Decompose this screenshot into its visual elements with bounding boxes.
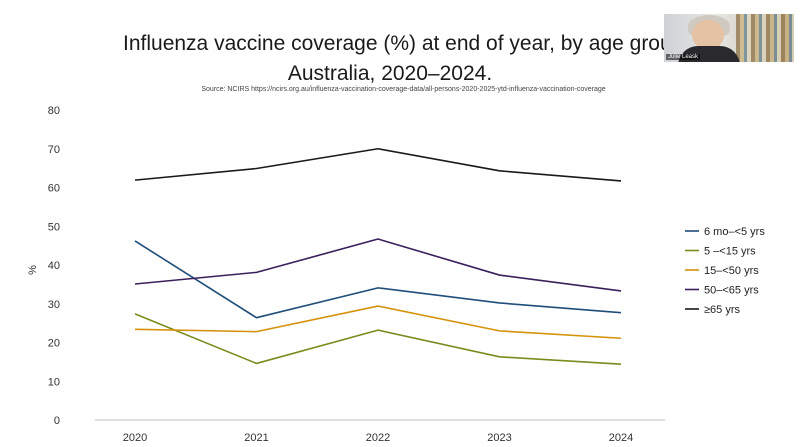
y-tick-label: 0 bbox=[54, 415, 60, 427]
y-axis-label: % bbox=[27, 265, 39, 275]
legend: 6 mo–<5 yrs 5 –<15 yrs 15–<50 yrs 50–<65 yr… bbox=[685, 226, 765, 316]
x-tick-label: 2022 bbox=[366, 432, 390, 444]
chart-title-line1: Influenza vaccine coverage (%) at end of… bbox=[123, 32, 690, 55]
bookshelf-background bbox=[736, 14, 794, 62]
y-axis-ticks: 0 10 20 30 40 50 60 70 80 bbox=[48, 105, 60, 427]
legend-label: ≥65 yrs bbox=[704, 304, 740, 316]
x-axis-ticks: 2020 2021 2022 2023 2024 bbox=[123, 432, 633, 444]
y-tick-label: 10 bbox=[48, 376, 60, 388]
series-line bbox=[134, 305, 622, 340]
x-tick-label: 2023 bbox=[487, 432, 511, 444]
legend-label: 5 –<15 yrs bbox=[704, 246, 756, 258]
series-line bbox=[134, 240, 622, 319]
legend-label: 6 mo–<5 yrs bbox=[704, 226, 765, 238]
legend-label: 15–<50 yrs bbox=[704, 265, 759, 277]
participant-face bbox=[692, 20, 724, 50]
y-tick-label: 20 bbox=[48, 338, 60, 350]
y-tick-label: 50 bbox=[48, 221, 60, 233]
series-line bbox=[134, 313, 622, 365]
y-tick-label: 80 bbox=[48, 105, 60, 117]
x-tick-label: 2021 bbox=[244, 432, 268, 444]
chart-title-line2: Australia, 2020–2024. bbox=[287, 62, 493, 85]
y-tick-label: 60 bbox=[48, 183, 60, 195]
participant-name-label: Julie Leask bbox=[666, 54, 701, 60]
y-tick-label: 30 bbox=[48, 299, 60, 311]
series-line bbox=[134, 147, 622, 182]
y-tick-label: 70 bbox=[48, 144, 60, 156]
series-lines bbox=[134, 147, 622, 365]
webcam-video-tile: Julie Leask bbox=[664, 14, 794, 62]
chart-source: Source: NCIRS https://ncirs.org.au/influ… bbox=[201, 86, 606, 93]
series-line bbox=[134, 238, 622, 292]
x-tick-label: 2024 bbox=[609, 432, 633, 444]
y-tick-label: 40 bbox=[48, 260, 60, 272]
legend-label: 50–<65 yrs bbox=[704, 285, 759, 297]
x-tick-label: 2020 bbox=[123, 432, 147, 444]
